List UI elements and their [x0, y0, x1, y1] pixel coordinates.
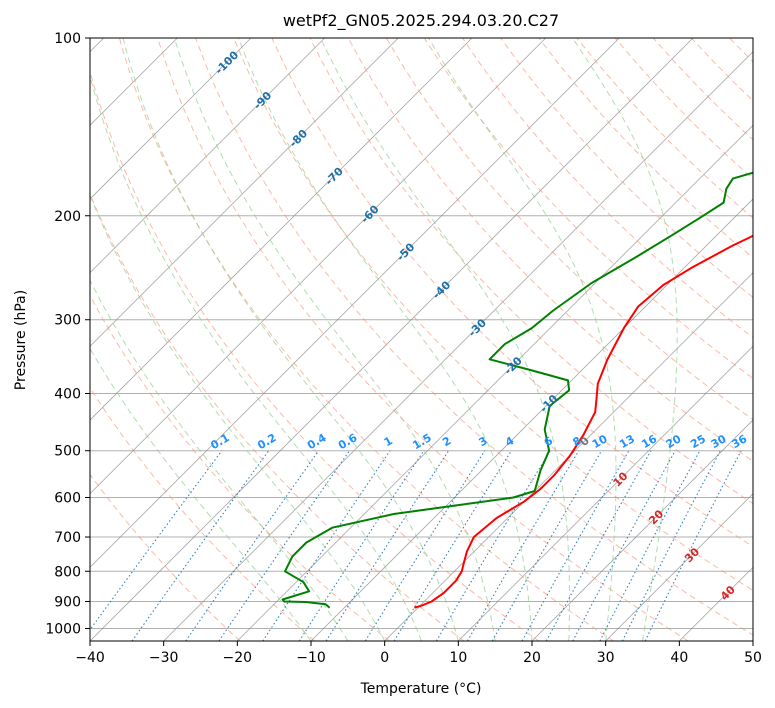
y-tick-label: 500 [54, 444, 81, 460]
moist-adiabat-line [173, 38, 496, 641]
y-tick-label: 700 [54, 530, 81, 546]
y-axis-ticks: 1000 900 800 700 600 500 400 300 200 100 [45, 31, 90, 637]
isotherm-line [90, 38, 252, 200]
moist-adiabat-line [572, 38, 678, 641]
dry-adiabat-line [462, 38, 753, 339]
moist-adiabat-line [320, 38, 570, 641]
y-tick-label: 800 [54, 564, 81, 580]
isotherm-line [458, 345, 753, 641]
dry-adiabat-line [90, 386, 316, 641]
mixing-ratio-line [393, 450, 512, 641]
x-axis-title: Temperature (°C) [360, 681, 482, 697]
moist-adiabat-line [122, 38, 459, 641]
dry-adiabat-line [195, 38, 753, 636]
x-tick-label: −40 [75, 650, 105, 666]
mixing-ratio-line [491, 450, 602, 641]
mixing-ratio-line [218, 450, 350, 641]
x-tick-label: 40 [670, 650, 688, 666]
isotherm-line [90, 38, 546, 495]
moist-adiabat-line [90, 279, 349, 641]
x-tick-label: −10 [296, 650, 326, 666]
moist-adiabat-line [428, 38, 617, 641]
mixing-ratio-line [131, 450, 270, 641]
mixing-ratio-line [364, 450, 486, 641]
dry-adiabat-line [385, 38, 753, 421]
dry-adiabat-line [90, 69, 540, 641]
dry-adiabat-line [90, 192, 465, 641]
mixing-ratio-line [545, 450, 652, 641]
mixing-ratio-line [521, 450, 630, 641]
moist-adiabat-line [237, 38, 533, 641]
y-tick-label: 200 [54, 209, 81, 225]
isotherm-line [90, 38, 694, 641]
dewpoint-profile-line [281, 171, 753, 609]
isotherm-line [237, 124, 753, 641]
moist-adiabat-line [90, 74, 422, 641]
y-tick-label: 600 [54, 490, 81, 506]
y-axis-title: Pressure (hPa) [13, 290, 29, 390]
y-tick-label: 1000 [45, 621, 81, 637]
y-tick-label: 100 [54, 31, 81, 47]
isotherm-line [384, 272, 753, 641]
dry-adiabat-line [309, 38, 753, 505]
x-tick-label: 50 [744, 650, 762, 666]
dry-adiabat-line [500, 38, 753, 299]
mixing-ratio-line [90, 450, 223, 631]
moist-adiabat-line [90, 347, 312, 641]
profile-lines [281, 171, 753, 609]
isotherm-line [90, 38, 473, 421]
y-tick-label: 400 [54, 387, 81, 403]
dry-adiabat-line [233, 38, 753, 592]
dry-adiabat-line [90, 473, 241, 641]
x-tick-label: 30 [597, 650, 615, 666]
dry-adiabat-line [423, 38, 753, 380]
mixing-ratio-line [298, 450, 425, 641]
moist-adiabat-line [90, 194, 386, 641]
y-tick-label: 900 [54, 594, 81, 610]
isotherm-line [90, 38, 325, 274]
dry-adiabat-line [271, 38, 753, 548]
background-lines [90, 38, 753, 641]
mixing-ratio-line [262, 450, 391, 641]
y-tick-label: 300 [54, 313, 81, 329]
x-tick-label: 20 [523, 650, 541, 666]
isotherm-line [605, 493, 753, 641]
x-tick-label: −20 [223, 650, 253, 666]
isotherm-line [531, 419, 753, 641]
x-tick-label: 0 [380, 650, 389, 666]
dry-adiabat-line [157, 38, 689, 641]
x-axis-ticks: −40 −30 −20 −10 0 10 20 30 40 50 [75, 641, 762, 666]
mixing-ratio-line [644, 450, 742, 641]
dry-adiabat-line [90, 294, 390, 641]
plot-frame [89, 37, 754, 642]
dry-adiabat-line [118, 38, 614, 641]
isotherm-line [90, 38, 399, 347]
mixing-ratio-line [621, 450, 721, 641]
x-tick-label: 10 [449, 650, 467, 666]
isotherm-line [163, 51, 753, 641]
temperature-profile-line [414, 234, 753, 609]
chart-title: wetPf2_GN05.2025.294.03.20.C27 [283, 11, 559, 31]
dry-adiabat-line [347, 38, 753, 462]
isotherm-line [90, 38, 620, 568]
mixing-ratio-line [185, 450, 320, 641]
mixing-ratio-line [325, 450, 450, 641]
isotherm-line [310, 198, 753, 641]
x-tick-label: −30 [149, 650, 179, 666]
